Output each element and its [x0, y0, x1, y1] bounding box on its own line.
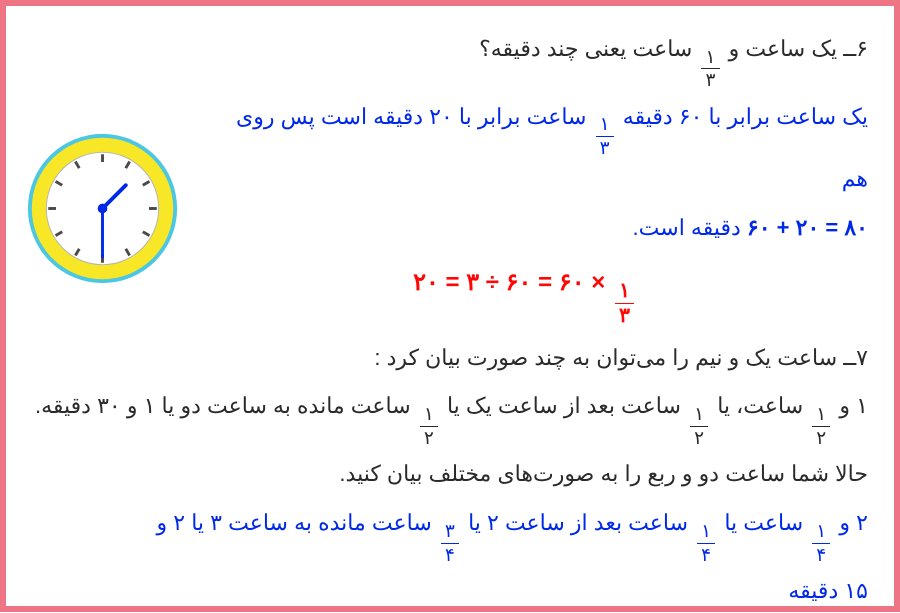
fraction-1-2-a: ۱ ۲	[812, 405, 830, 447]
fraction-1-3-c: ۱ ۳	[615, 281, 634, 327]
q6-ans-pre: یک ساعت برابر با ۶۰ دقیقه	[617, 104, 868, 129]
q6-prompt: ۶ــ یک ساعت و ۱ ۳ ساعت یعنی چند دقیقه؟	[32, 28, 868, 90]
fraction-1-3-b: ۱ ۳	[596, 115, 614, 157]
fraction-3-4: ۳ ۴	[441, 522, 459, 564]
fraction-1-4-a: ۱ ۴	[812, 522, 830, 564]
q7-answer: ۲ و ۱ ۴ ساعت یا ۱ ۴ ساعت بعد از ساعت ۲ ی…	[32, 502, 868, 613]
q6-text-post: ساعت یعنی چند دقیقه؟	[479, 36, 692, 61]
fraction-1-2-c: ۱ ۲	[420, 405, 438, 447]
q6-text-pre: ۶ــ یک ساعت و	[723, 36, 868, 61]
fraction-1-4-b: ۱ ۴	[697, 522, 715, 564]
fraction-1-2-b: ۱ ۲	[690, 405, 708, 447]
q7-prompt: ۷ــ ساعت یک و نیم را می‌توان به چند صورت…	[32, 337, 868, 380]
q7-example: ۱ و ۱ ۲ ساعت، یا ۱ ۲ ساعت بعد از ساعت یک…	[32, 385, 868, 447]
q7-task: حالا شما ساعت دو و ربع را به صورت‌های مخ…	[32, 453, 868, 496]
q6-ans-eq: ۸۰ = ۲۰ + ۶۰	[747, 215, 868, 240]
q6-ans-post: دقیقه است.	[633, 215, 741, 240]
clock-icon	[25, 131, 180, 286]
equation-body: × ۶۰ = ۶۰ ÷ ۳ = ۲۰	[413, 269, 605, 296]
fraction-1-3: ۱ ۳	[701, 48, 719, 90]
